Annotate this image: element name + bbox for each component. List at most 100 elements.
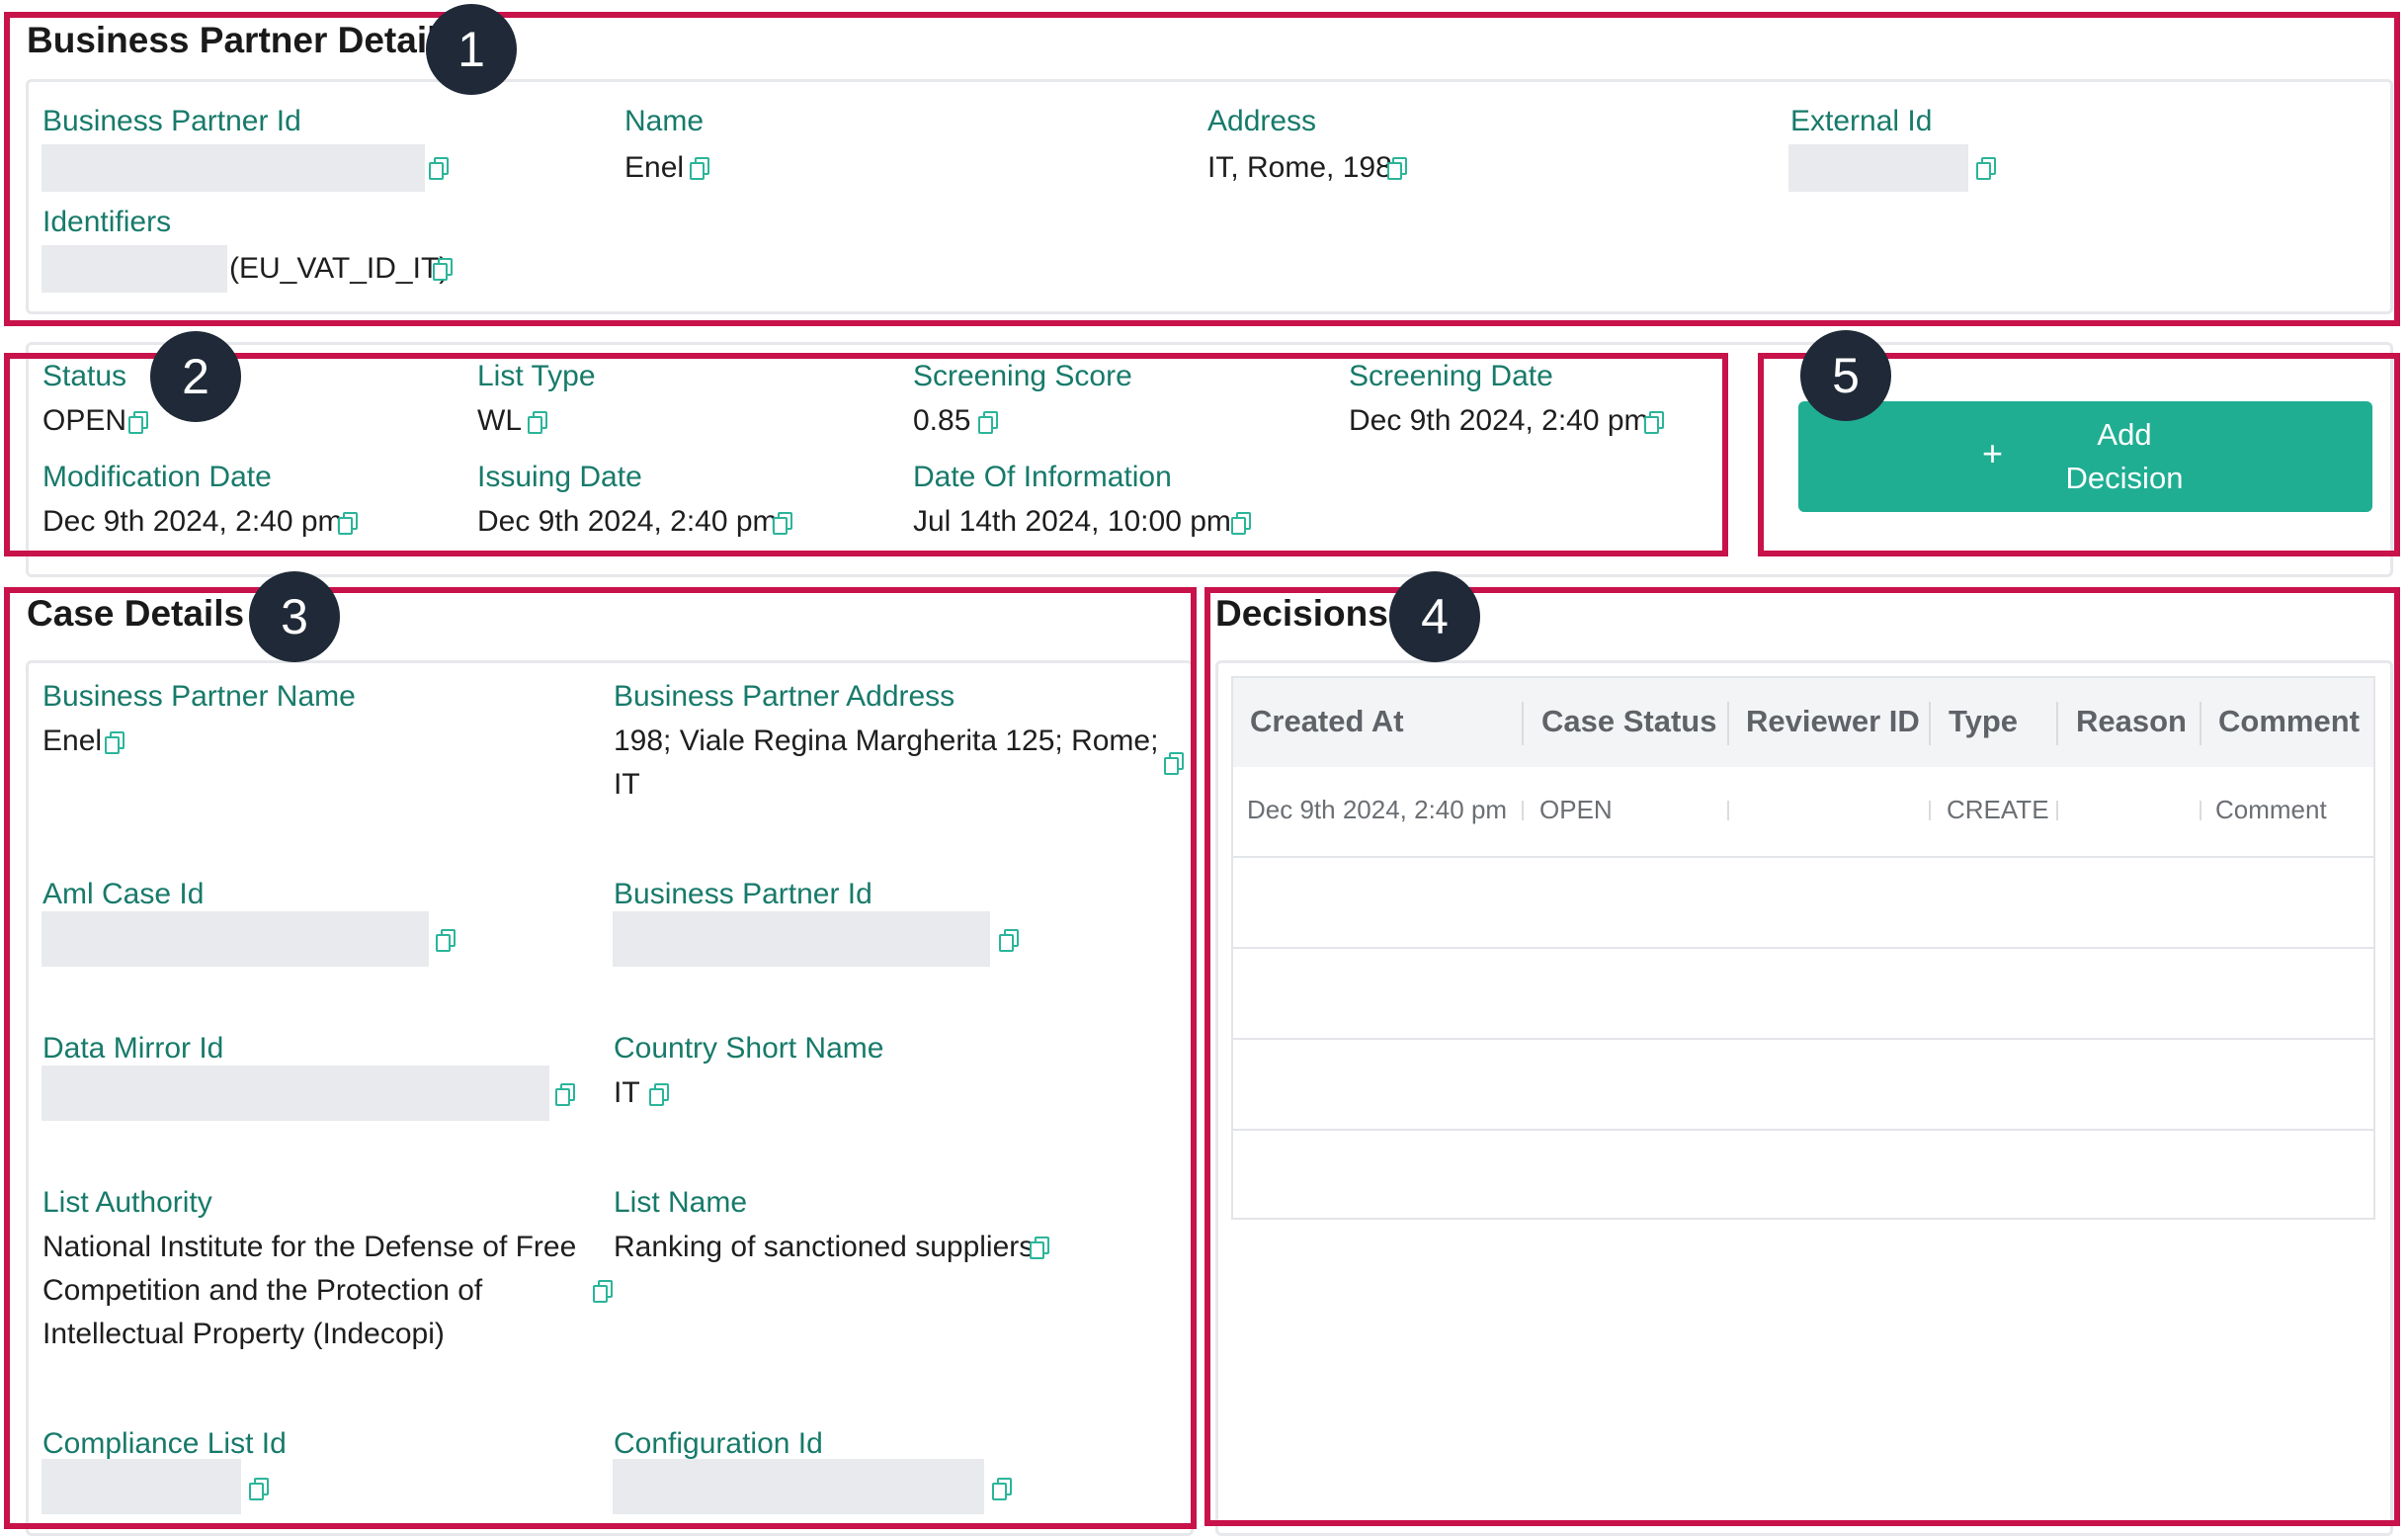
bp-name-label: Business Partner Name — [42, 680, 356, 713]
list-name-label: List Name — [614, 1186, 748, 1219]
cell-separator — [1522, 801, 1524, 820]
add-decision-button[interactable]: + Add Decision — [1798, 401, 2372, 512]
plus-icon: + — [1982, 433, 2004, 473]
bp-id-label: Business Partner Id — [42, 105, 301, 137]
copy-icon[interactable] — [436, 929, 456, 952]
badge-3: 3 — [249, 571, 340, 662]
name-value: Enel — [624, 151, 685, 184]
decisions-table: Created At Case Status Reviewer ID Type … — [1231, 676, 2375, 1220]
bp-details-title: Business Partner Details — [27, 20, 457, 60]
add-decision-label-line1: Add — [2097, 417, 2152, 452]
screening-date-label: Screening Date — [1349, 360, 1553, 392]
aml-case-id-redacted — [42, 911, 429, 967]
list-name-value: Ranking of sanctioned suppliers — [614, 1231, 1035, 1263]
copy-icon[interactable] — [249, 1478, 269, 1500]
col-separator — [1522, 702, 1524, 745]
decisions-title: Decisions — [1215, 593, 1388, 634]
empty-table-row — [1233, 858, 2373, 949]
col-separator — [2200, 702, 2201, 745]
decisions-card — [1215, 660, 2393, 1536]
badge-5: 5 — [1800, 330, 1891, 421]
empty-table-row — [1233, 1040, 2373, 1131]
address-value: IT, Rome, 198 — [1207, 151, 1392, 184]
copy-icon[interactable] — [1644, 411, 1664, 434]
copy-icon[interactable] — [1976, 157, 1996, 180]
col-separator — [2056, 702, 2058, 745]
status-label: Status — [42, 360, 127, 392]
badge-1: 1 — [426, 4, 517, 95]
col-case-status[interactable]: Case Status — [1541, 704, 1717, 738]
bp-address-line2: IT — [614, 768, 640, 801]
date-of-information-label: Date Of Information — [913, 461, 1172, 493]
bp-id-redacted — [42, 144, 425, 192]
copy-icon[interactable] — [649, 1083, 669, 1106]
screening-score-value: 0.85 — [913, 404, 971, 437]
col-created-at[interactable]: Created At — [1250, 704, 1404, 738]
list-type-label: List Type — [477, 360, 596, 392]
copy-icon[interactable] — [555, 1083, 575, 1106]
copy-icon[interactable] — [433, 258, 453, 281]
highlight-box-5 — [1758, 353, 2400, 556]
bp-details-card — [26, 79, 2393, 314]
col-type[interactable]: Type — [1949, 704, 2019, 738]
empty-table-row — [1233, 949, 2373, 1040]
highlight-box-1 — [4, 12, 2400, 326]
configuration-id-label: Configuration Id — [614, 1427, 823, 1460]
col-reviewer-id[interactable]: Reviewer ID — [1746, 704, 1920, 738]
copy-icon[interactable] — [999, 929, 1019, 952]
copy-icon[interactable] — [978, 411, 998, 434]
copy-icon[interactable] — [1164, 752, 1184, 775]
list-authority-line3: Intellectual Property (Indecopi) — [42, 1318, 445, 1350]
compliance-list-id-label: Compliance List Id — [42, 1427, 287, 1460]
bp-address-line1: 198; Viale Regina Margherita 125; Rome; — [614, 725, 1159, 757]
highlight-box-2 — [4, 353, 1728, 556]
copy-icon[interactable] — [429, 157, 449, 180]
cell-separator — [1929, 801, 1931, 820]
copy-icon[interactable] — [528, 411, 547, 434]
address-label: Address — [1207, 105, 1317, 137]
identifier-redacted — [42, 245, 227, 293]
country-short-name-value: IT — [614, 1076, 640, 1109]
copy-icon[interactable] — [690, 157, 709, 180]
data-mirror-id-label: Data Mirror Id — [42, 1032, 224, 1065]
cell-separator — [2200, 801, 2201, 820]
table-row[interactable]: Dec 9th 2024, 2:40 pm OPEN CREATE Commen… — [1233, 767, 2373, 858]
copy-icon[interactable] — [128, 411, 148, 434]
badge-2: 2 — [150, 331, 241, 422]
bp-address-label: Business Partner Address — [614, 680, 955, 713]
case-details-title: Case Details — [27, 593, 245, 634]
cell-created-at: Dec 9th 2024, 2:40 pm — [1247, 795, 1508, 824]
copy-icon[interactable] — [593, 1280, 613, 1303]
col-separator — [1727, 702, 1729, 745]
copy-icon[interactable] — [1231, 512, 1251, 535]
copy-icon[interactable] — [1387, 157, 1407, 180]
cell-comment: Comment — [2215, 795, 2327, 824]
list-type-value: WL — [477, 404, 522, 437]
copy-icon[interactable] — [992, 1478, 1012, 1500]
modification-date-label: Modification Date — [42, 461, 272, 493]
copy-icon[interactable] — [338, 512, 358, 535]
col-reason[interactable]: Reason — [2076, 704, 2187, 738]
screening-score-label: Screening Score — [913, 360, 1132, 392]
list-authority-line2: Competition and the Protection of — [42, 1274, 483, 1307]
aml-case-id-label: Aml Case Id — [42, 878, 205, 910]
compliance-list-id-redacted — [42, 1459, 241, 1514]
col-comment[interactable]: Comment — [2218, 704, 2360, 738]
copy-icon[interactable] — [1030, 1237, 1049, 1259]
identifiers-label: Identifiers — [42, 206, 172, 238]
case-bp-id-redacted — [613, 911, 990, 967]
copy-icon[interactable] — [105, 731, 125, 754]
bp-name-value: Enel — [42, 725, 103, 757]
add-decision-label-line2: Decision — [2065, 461, 2184, 495]
identifier-type: (EU_VAT_ID_IT) — [229, 252, 450, 285]
badge-4: 4 — [1389, 571, 1480, 662]
col-separator — [1929, 702, 1931, 745]
copy-icon[interactable] — [773, 512, 792, 535]
data-mirror-id-redacted — [42, 1066, 549, 1121]
case-bp-id-label: Business Partner Id — [614, 878, 872, 910]
name-label: Name — [624, 105, 705, 137]
date-of-information-value: Jul 14th 2024, 10:00 pm — [913, 505, 1231, 538]
issuing-date-value: Dec 9th 2024, 2:40 pm — [477, 505, 778, 538]
screening-date-value: Dec 9th 2024, 2:40 pm — [1349, 404, 1649, 437]
cell-case-status: OPEN — [1539, 795, 1613, 824]
